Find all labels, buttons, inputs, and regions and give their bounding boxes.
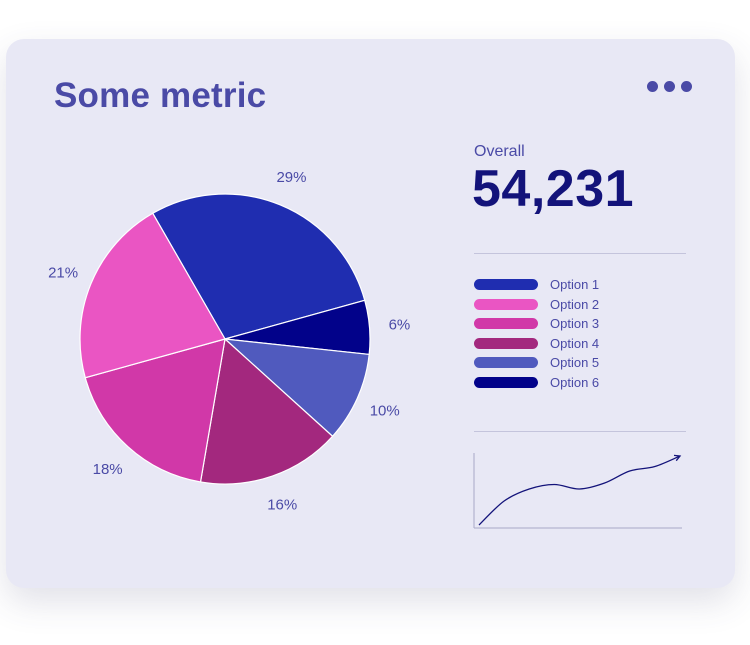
legend-swatch bbox=[474, 357, 538, 369]
card-title: Some metric bbox=[54, 76, 267, 115]
pie-slice[interactable] bbox=[79, 212, 226, 379]
legend-item[interactable]: Option 3 bbox=[474, 314, 599, 334]
pie-slice-label: 6% bbox=[389, 317, 411, 334]
overall-value: 54,231 bbox=[472, 160, 635, 218]
legend-swatch bbox=[474, 279, 538, 291]
more-dot bbox=[664, 81, 675, 92]
legend-item[interactable]: Option 2 bbox=[474, 295, 599, 315]
divider bbox=[474, 431, 686, 432]
legend-item[interactable]: Option 4 bbox=[474, 334, 599, 354]
legend-swatch bbox=[474, 376, 538, 388]
legend-item[interactable]: Option 5 bbox=[474, 353, 599, 373]
legend-item[interactable]: Option 1 bbox=[474, 275, 599, 295]
pie-slice[interactable] bbox=[151, 193, 366, 340]
pie-slice[interactable] bbox=[223, 338, 370, 438]
divider bbox=[474, 253, 686, 254]
metric-card: Some metric 29% 6% 10% 16% 18% 21% Overall 54… bbox=[6, 39, 735, 588]
overall-label: Overall bbox=[474, 143, 525, 160]
trend-line bbox=[478, 455, 681, 526]
legend-label: Option 1 bbox=[550, 277, 600, 293]
more-dot bbox=[681, 81, 692, 92]
legend-swatch bbox=[474, 337, 538, 349]
legend-swatch bbox=[474, 298, 538, 310]
more-options-icon[interactable] bbox=[647, 81, 692, 92]
pie-slice-label: 21% bbox=[48, 265, 78, 282]
legend-label: Option 3 bbox=[550, 316, 600, 332]
legend-label: Option 5 bbox=[550, 355, 600, 371]
pie-slice[interactable] bbox=[84, 338, 226, 483]
legend: Option 1 Option 2 Option 3 Option 4 Option 5… bbox=[474, 275, 599, 392]
pie-slice-label: 16% bbox=[267, 496, 297, 513]
pie-chart: 29% 6% 10% 16% 18% 21% bbox=[48, 169, 411, 513]
pie-slice-label: 10% bbox=[370, 403, 400, 420]
legend-label: Option 6 bbox=[550, 374, 600, 390]
legend-label: Option 2 bbox=[550, 296, 600, 312]
trend-line-chart bbox=[473, 453, 682, 529]
legend-item[interactable]: Option 6 bbox=[474, 373, 599, 393]
pie-slice-label: 18% bbox=[93, 461, 123, 478]
legend-label: Option 4 bbox=[550, 335, 600, 351]
legend-swatch bbox=[474, 318, 538, 330]
pie-slice-label: 29% bbox=[276, 169, 306, 186]
pie-slice[interactable] bbox=[199, 337, 334, 485]
more-dot bbox=[647, 81, 658, 92]
arrow-head-icon bbox=[673, 454, 682, 462]
